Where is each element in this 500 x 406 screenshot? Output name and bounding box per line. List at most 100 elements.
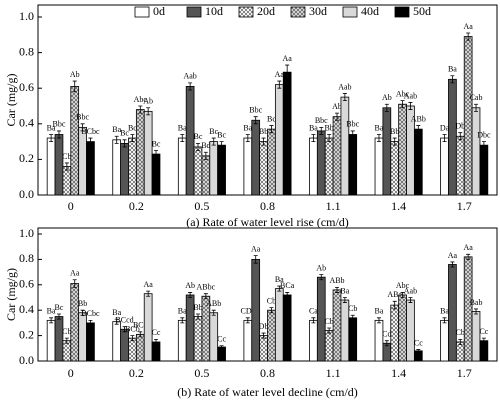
significance-letter: Cb <box>62 152 71 161</box>
error-bar <box>442 317 447 324</box>
bar <box>440 137 449 196</box>
error-bar <box>56 130 61 139</box>
error-bar <box>49 134 54 142</box>
x-tick-label: 0 <box>68 366 74 380</box>
bar <box>348 317 358 362</box>
y-tick-label: 1.0 <box>19 226 34 240</box>
error-bar <box>146 107 151 116</box>
significance-letter: Aa <box>70 269 80 278</box>
significance-letter: Ab <box>332 102 342 111</box>
bar <box>471 107 481 196</box>
bar <box>440 319 449 362</box>
significance-letter: Cb <box>324 317 333 326</box>
significance-letter: Bb <box>259 127 268 136</box>
error-bar <box>285 292 290 298</box>
significance-letter: BCa <box>280 281 295 290</box>
error-bar <box>335 286 340 293</box>
significance-letter: Bab <box>470 298 483 307</box>
significance-letter: Ba <box>47 123 56 132</box>
bar <box>62 340 72 362</box>
significance-letter: Ab <box>316 263 326 272</box>
significance-letter: Bbc <box>315 116 328 125</box>
error-bar <box>114 135 119 144</box>
bar <box>471 311 481 362</box>
error-bar <box>392 137 397 146</box>
bar <box>309 137 318 196</box>
significance-letter: Bbc <box>346 120 359 129</box>
error-bar <box>408 297 413 303</box>
error-bar <box>269 307 274 314</box>
significance-letter: Cb <box>62 327 71 336</box>
significance-letter: BCbc <box>81 127 100 136</box>
error-bar <box>138 105 143 114</box>
error-bar <box>195 142 200 151</box>
error-bar <box>466 253 471 260</box>
x-tick-label: 1.1 <box>326 366 341 380</box>
error-bar <box>277 80 282 89</box>
significance-letter: Cab <box>470 93 483 102</box>
error-bar <box>350 130 355 139</box>
error-bar <box>114 318 119 325</box>
error-bar <box>311 317 316 324</box>
error-bar <box>376 134 381 142</box>
bar <box>217 144 226 196</box>
significance-letter: Aa <box>448 251 458 260</box>
legend-label: 40d <box>361 4 379 18</box>
significance-letter: Aab <box>338 82 351 91</box>
bar <box>143 110 153 196</box>
significance-letter: Db <box>259 322 269 331</box>
significance-letter: Bc <box>128 123 137 132</box>
error-bar <box>342 297 347 303</box>
significance-letter: Ba <box>275 275 284 284</box>
significance-letter: Ba <box>47 307 56 316</box>
significance-letter: Cb <box>267 296 276 305</box>
bar <box>267 128 276 196</box>
significance-letter: Db <box>455 122 465 131</box>
bar <box>193 146 203 196</box>
error-bar <box>180 134 185 142</box>
bar <box>243 137 253 196</box>
bar <box>70 86 80 196</box>
bar <box>455 135 465 196</box>
bar <box>209 141 219 196</box>
significance-letter: Bc <box>267 114 276 123</box>
error-bar <box>442 134 447 142</box>
significance-letter: Cc <box>414 338 423 347</box>
error-bar <box>450 75 455 84</box>
error-bar <box>154 339 159 345</box>
significance-letter: Cb <box>456 328 465 337</box>
x-tick-label: 0.8 <box>260 199 275 213</box>
error-bar <box>311 134 316 142</box>
error-bar <box>261 137 266 146</box>
bar <box>112 321 122 362</box>
bar <box>54 316 64 362</box>
error-bar <box>146 290 151 297</box>
bar <box>177 137 187 196</box>
bar <box>46 319 56 362</box>
y-axis-title: Car (mg/g) <box>4 268 18 321</box>
significance-letter: Abc <box>396 281 410 290</box>
error-bar <box>56 313 61 320</box>
error-bar <box>130 335 135 342</box>
bar <box>448 78 457 196</box>
error-bar <box>203 293 208 300</box>
bar <box>151 153 161 196</box>
legend-swatch <box>290 6 306 18</box>
significance-letter: Aa <box>251 244 261 253</box>
significance-letter: BCcd <box>115 316 133 325</box>
y-tick-label: 0.4 <box>19 302 34 316</box>
bar <box>479 144 489 196</box>
bar <box>348 134 358 196</box>
error-bar <box>269 125 274 134</box>
error-bar <box>376 317 381 324</box>
bar <box>340 96 350 196</box>
error-bar <box>277 285 282 292</box>
error-bar <box>481 337 486 344</box>
error-bar <box>384 340 389 347</box>
error-bar <box>327 327 332 334</box>
error-bar <box>253 255 258 264</box>
caption: (b) Rate of water level decline (cm/d) <box>177 385 358 399</box>
significance-letter: Bd <box>201 141 210 150</box>
bar <box>46 137 56 196</box>
